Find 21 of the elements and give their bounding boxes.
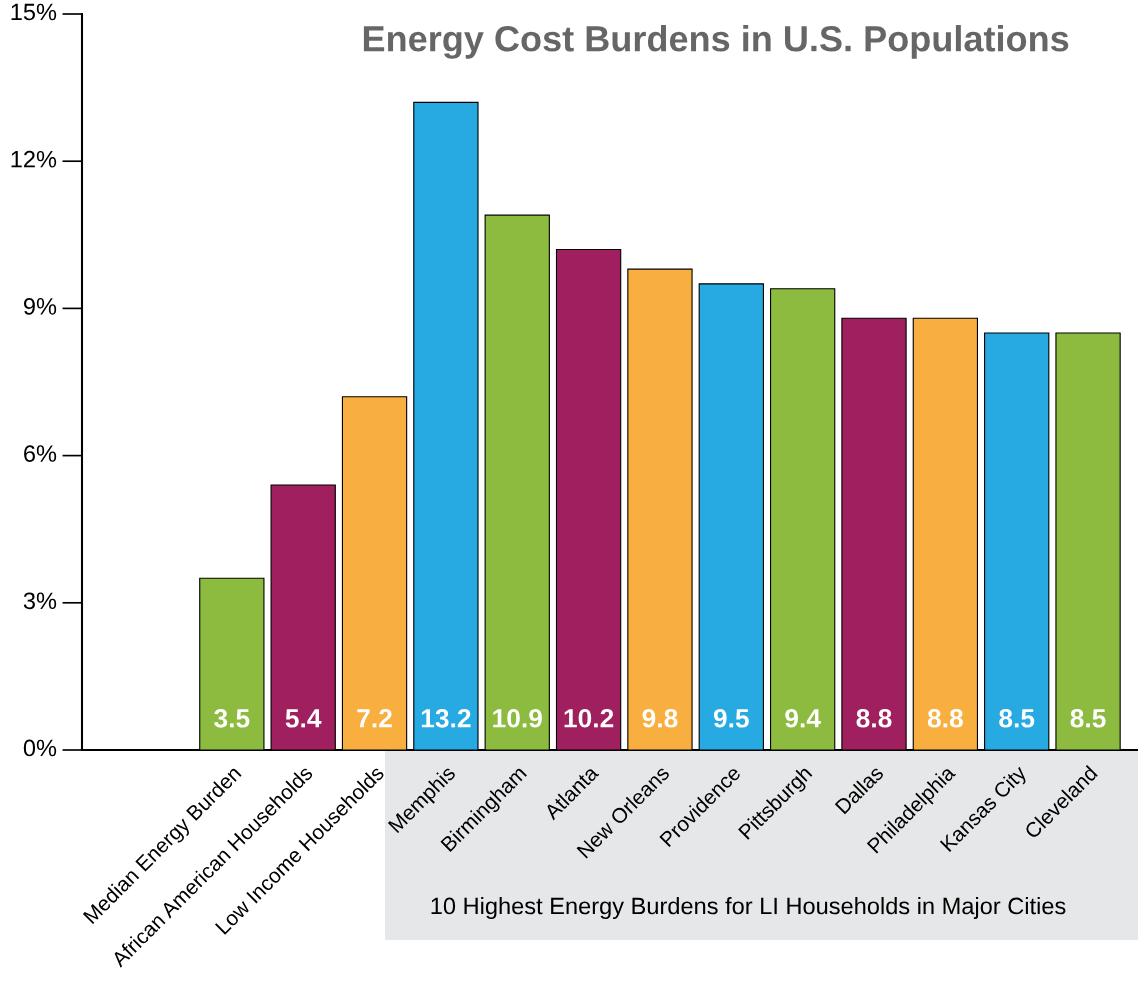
data-label: 13.2 (421, 708, 471, 728)
data-label: 9.5 (713, 708, 749, 728)
data-label: 9.4 (785, 708, 821, 728)
data-label: 8.8 (927, 708, 963, 728)
data-label: 9.8 (642, 708, 678, 728)
chart-title: Energy Cost Burdens in U.S. Populations (363, 25, 1069, 59)
data-label: 8.5 (999, 708, 1035, 728)
y-tick-label: 9% (23, 298, 57, 315)
data-label: 10.2 (564, 708, 614, 728)
y-tick-label: 3% (23, 592, 57, 610)
y-tick-label: 0% (23, 739, 57, 757)
data-label: 5.4 (285, 709, 322, 728)
data-label: 7.2 (357, 708, 392, 728)
y-tick-label: 12% (11, 150, 57, 168)
data-label: 10.9 (493, 708, 542, 728)
data-label: 8.5 (1070, 708, 1106, 728)
y-tick-label: 15% (11, 3, 57, 21)
data-label: 8.8 (856, 708, 892, 728)
data-label: 3.5 (214, 708, 250, 728)
y-tick-label: 6% (24, 445, 57, 462)
text: 10 Highest Energy Burdens for LI Households in Major Cities (431, 896, 1066, 920)
